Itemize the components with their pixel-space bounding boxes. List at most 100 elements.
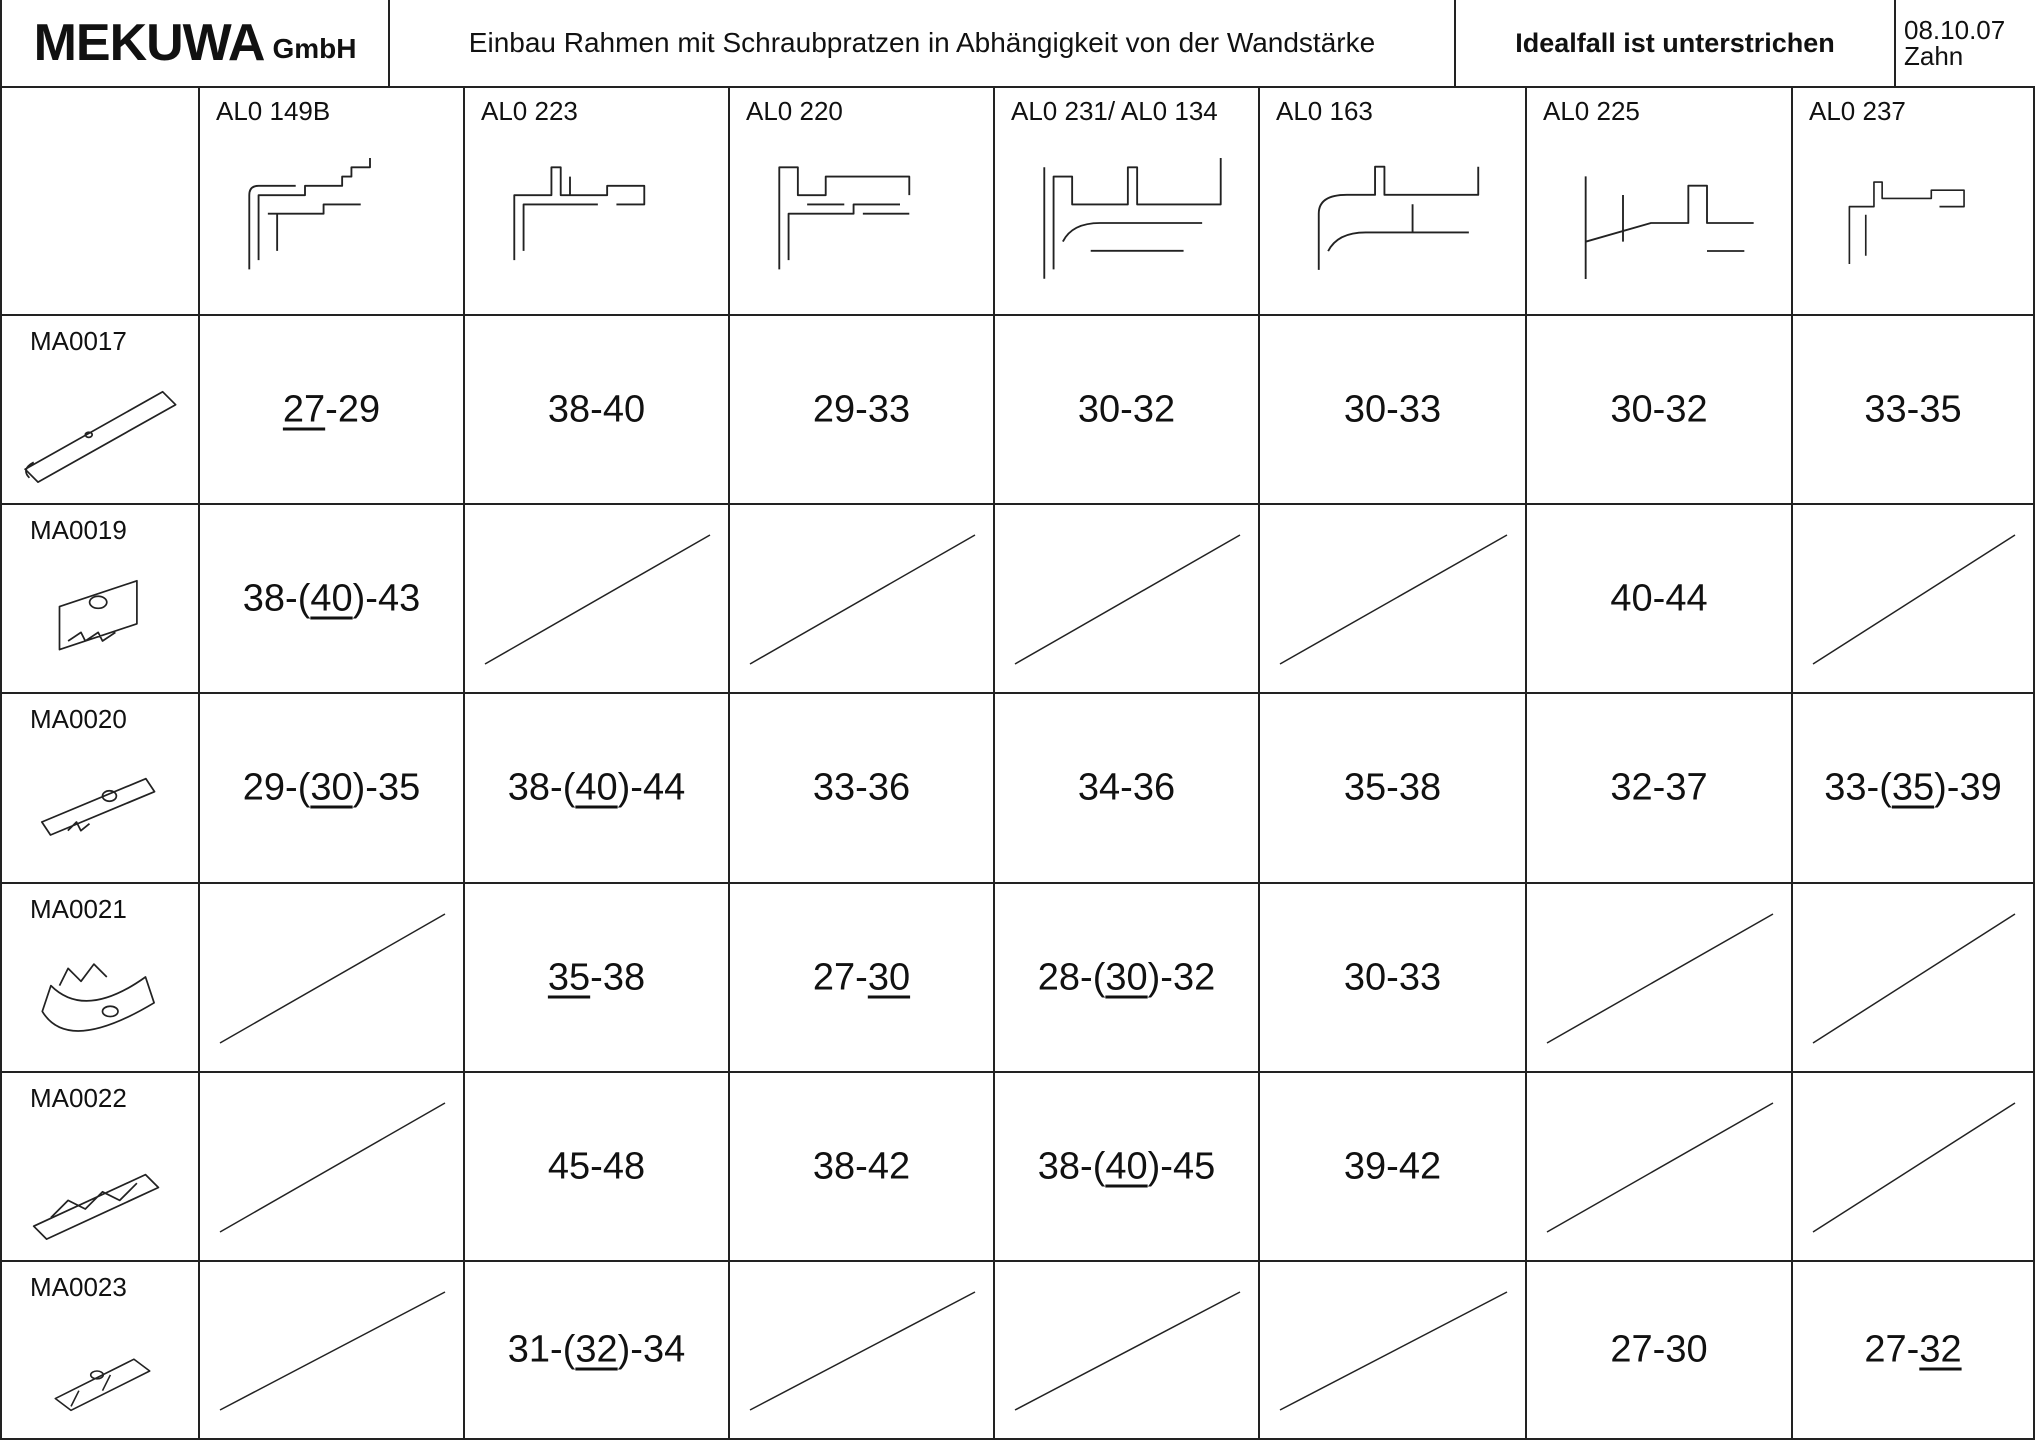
column-header-label: AL0 149B [216, 96, 331, 126]
wall-thickness-value: 35-38 [547, 956, 646, 998]
column-header: AL0 231/ AL0 134 [995, 88, 1260, 316]
table-cell: 38-(40)-43 [200, 505, 465, 694]
table-cell [200, 1073, 465, 1262]
wall-thickness-value: 38-40 [547, 388, 646, 430]
not-applicable-slash [484, 534, 711, 665]
screw-claw-ma0020-icon [40, 777, 156, 836]
column-header-label: AL0 223 [481, 96, 578, 126]
corner-cell [0, 88, 200, 316]
wall-thickness-value: 34-36 [1077, 766, 1176, 809]
wall-thickness-value: 29-33 [812, 388, 911, 430]
screw-claw-ma0023-icon [54, 1358, 151, 1412]
column-header: AL0 220 [730, 88, 995, 316]
row-header: MA0021 [0, 884, 200, 1073]
row-header-label: MA0022 [30, 1083, 127, 1113]
wall-thickness-value: 30-33 [1343, 956, 1442, 998]
row-header-label: MA0020 [30, 704, 127, 734]
column-header: AL0 163 [1260, 88, 1527, 316]
not-applicable-slash [749, 534, 976, 665]
not-applicable-slash [1279, 1291, 1508, 1411]
profile-al0-231-icon [1043, 158, 1222, 279]
not-applicable-slash [219, 913, 446, 1044]
wall-thickness-value: 38-(40)-43 [242, 577, 421, 619]
wall-thickness-value: 38-(40)-45 [1037, 1145, 1216, 1187]
table-cell: 27-29 [200, 316, 465, 505]
wall-thickness-value: 27-30 [812, 956, 911, 998]
document-date: 08.10.07 [1904, 15, 2006, 45]
not-applicable-slash [1546, 913, 1774, 1044]
column-header-label: AL0 231/ AL0 134 [1011, 96, 1218, 126]
table-cell [1527, 1073, 1793, 1262]
table-cell [200, 1262, 465, 1440]
company-logo: MEKUWA GmbH [0, 0, 390, 88]
table-cell: 38-(40)-45 [995, 1073, 1260, 1262]
column-header-label: AL0 237 [1809, 96, 1906, 126]
logo-name: MEKUWA [33, 14, 266, 72]
wall-thickness-value: 27-30 [1610, 1328, 1708, 1371]
table-cell: 29-(30)-35 [200, 694, 465, 884]
not-applicable-slash [1812, 913, 2016, 1044]
row-header-label: MA0021 [30, 894, 127, 924]
profile-al0-163-icon [1317, 165, 1480, 270]
row-header-label: MA0019 [30, 515, 127, 545]
screw-claw-ma0021-icon [41, 963, 155, 1032]
wall-thickness-value: 33-36 [812, 766, 911, 809]
wall-thickness-value: 38-42 [812, 1145, 911, 1187]
table-cell: 28-(30)-32 [995, 884, 1260, 1073]
wall-thickness-value: 40-44 [1610, 577, 1708, 619]
table-cell [1260, 505, 1527, 694]
table-cell: 31-(32)-34 [465, 1262, 730, 1440]
not-applicable-slash [1812, 534, 2016, 665]
not-applicable-slash [1014, 1291, 1241, 1411]
table-cell [730, 505, 995, 694]
column-header: AL0 225 [1527, 88, 1793, 316]
wall-thickness-value: 32-37 [1610, 766, 1708, 809]
column-header-label: AL0 163 [1276, 96, 1373, 126]
row-header: MA0022 [0, 1073, 200, 1262]
column-header: AL0 223 [465, 88, 730, 316]
table-cell [730, 1262, 995, 1440]
table-cell: 27-30 [1527, 1262, 1793, 1440]
not-applicable-slash [749, 1291, 976, 1411]
profile-al0-223-icon [513, 166, 646, 261]
document-title: Einbau Rahmen mit Schraubpratzen in Abhä… [468, 27, 1376, 58]
table-cell [995, 1262, 1260, 1440]
row-header: MA0017 [0, 316, 200, 505]
table-cell: 30-32 [995, 316, 1260, 505]
not-applicable-slash [219, 1102, 446, 1233]
wall-thickness-value: 27-32 [1864, 1328, 1962, 1371]
wall-thickness-value: 45-48 [547, 1145, 646, 1187]
row-header: MA0023 [0, 1262, 200, 1440]
not-applicable-slash [1279, 534, 1508, 665]
table-cell: 35-38 [1260, 694, 1527, 884]
wall-thickness-value: 29-(30)-35 [242, 766, 421, 809]
document-title-cell: Einbau Rahmen mit Schraubpratzen in Abhä… [390, 0, 1456, 88]
table-cell: 35-38 [465, 884, 730, 1073]
not-applicable-slash [1546, 1102, 1774, 1233]
table-cell [1793, 1073, 2035, 1262]
table-cell: 30-33 [1260, 884, 1527, 1073]
not-applicable-slash [1812, 1102, 2016, 1233]
date-author-cell: 08.10.07 Zahn [1896, 0, 2035, 88]
table-cell: 33-(35)-39 [1793, 694, 2035, 884]
wall-thickness-value: 30-32 [1610, 388, 1708, 430]
table-cell: 45-48 [465, 1073, 730, 1262]
wall-thickness-value: 28-(30)-32 [1037, 956, 1216, 998]
wall-thickness-value: 30-32 [1077, 388, 1176, 430]
column-header-label: AL0 225 [1543, 96, 1640, 126]
table-cell [465, 505, 730, 694]
row-header-label: MA0023 [30, 1272, 127, 1302]
table-cell: 38-(40)-44 [465, 694, 730, 884]
not-applicable-slash [1014, 534, 1241, 665]
ideal-note: Idealfall ist unterstrichen [1515, 27, 1835, 58]
document-author: Zahn [1904, 41, 1964, 71]
wall-thickness-value: 27-29 [282, 388, 381, 430]
table-cell: 40-44 [1527, 505, 1793, 694]
profile-al0-220-icon [778, 166, 911, 270]
screw-claw-ma0019-icon [58, 579, 138, 651]
wall-thickness-value: 33-35 [1864, 388, 1962, 430]
table-cell: 30-33 [1260, 316, 1527, 505]
screw-claw-ma0022-icon [32, 1173, 160, 1240]
table-cell [1793, 884, 2035, 1073]
screw-claw-ma0017-icon [24, 390, 177, 483]
